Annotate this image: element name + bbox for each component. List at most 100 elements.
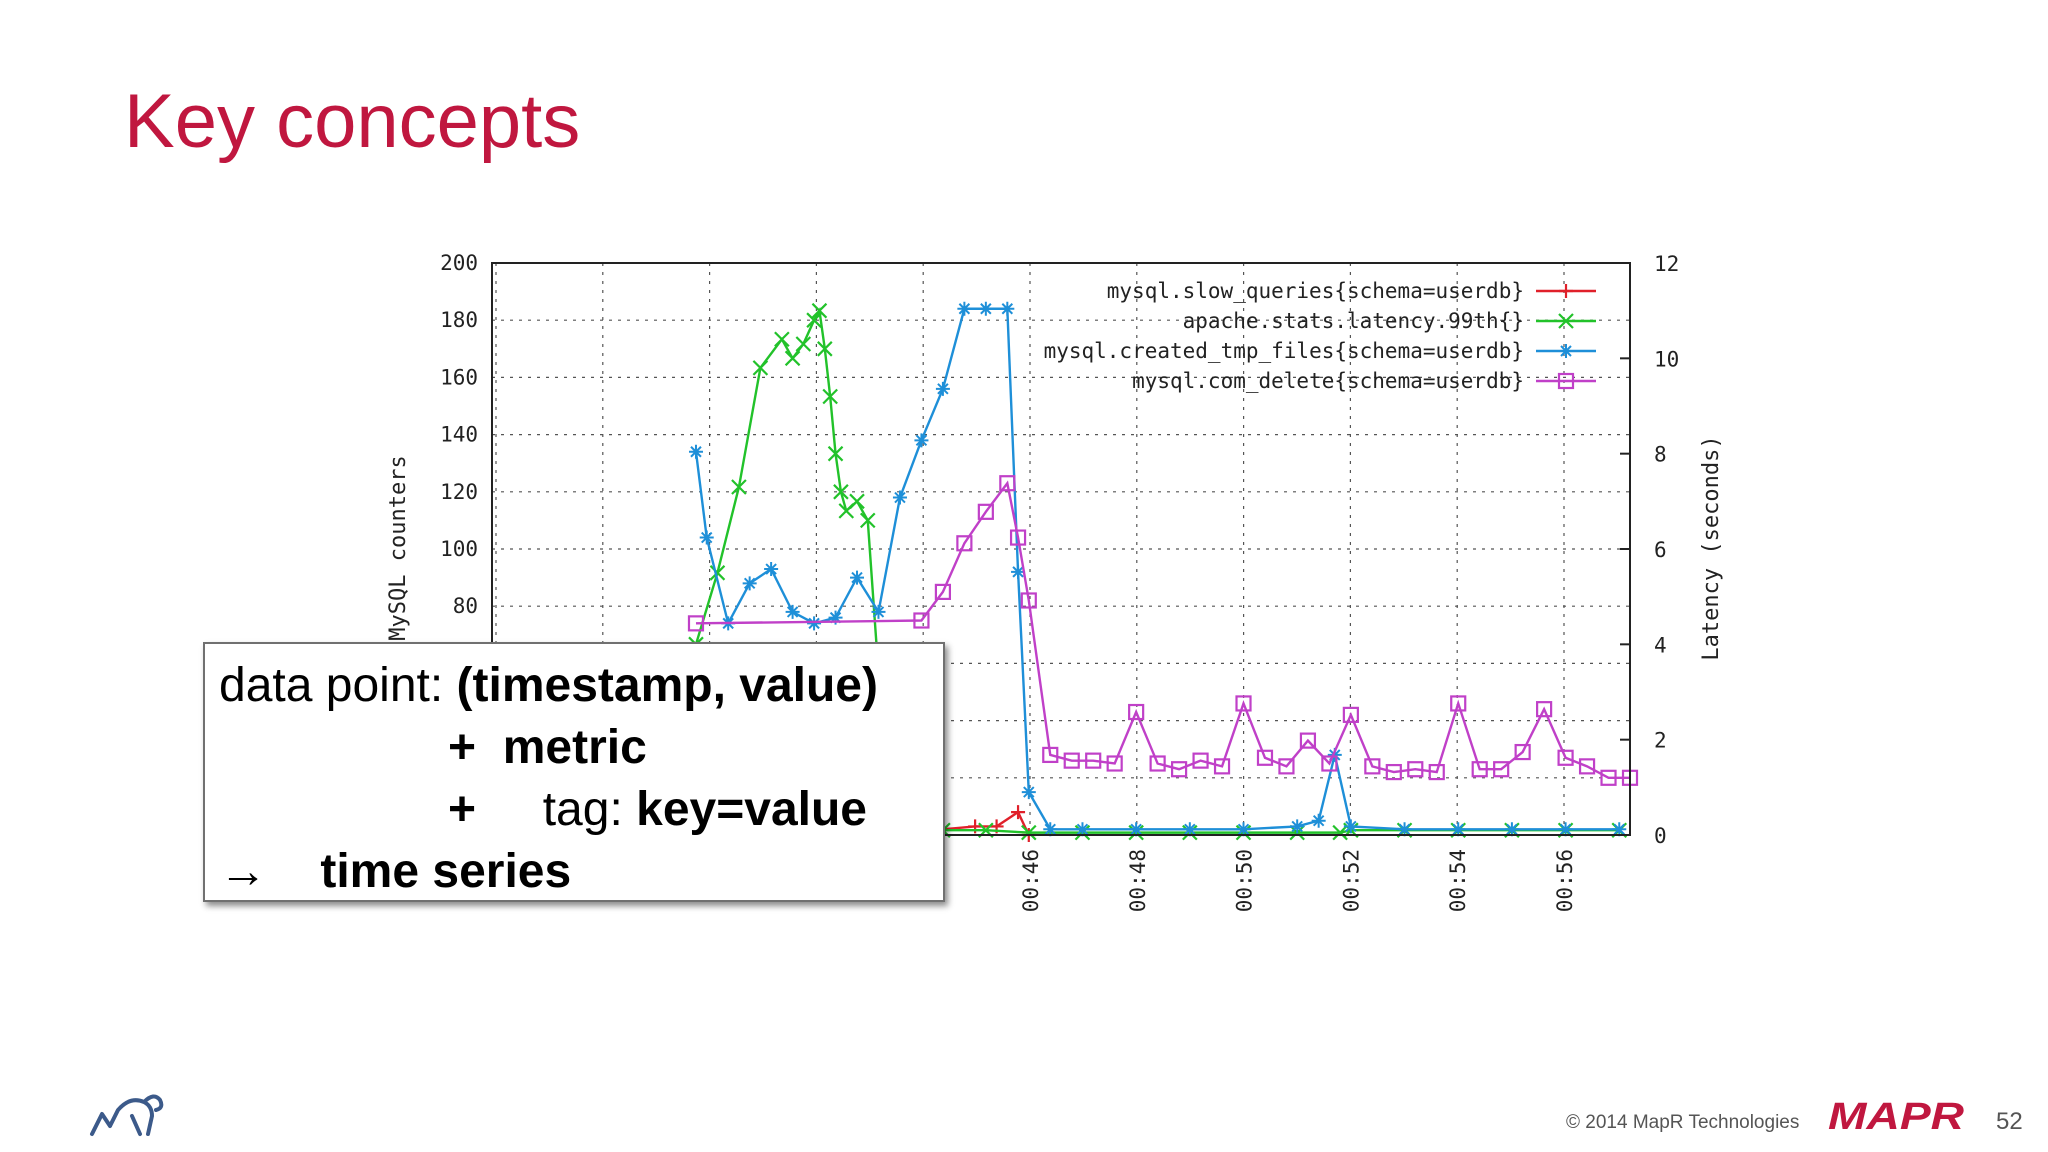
data-point bbox=[1043, 822, 1058, 837]
y-tick-label: 80 bbox=[453, 594, 478, 618]
series-line bbox=[694, 307, 1620, 831]
data-point bbox=[688, 444, 703, 459]
data-point bbox=[1504, 822, 1519, 837]
page-number: 52 bbox=[1996, 1108, 2023, 1135]
data-point bbox=[1042, 746, 1059, 764]
slide-title: Key concepts bbox=[124, 79, 581, 164]
data-point bbox=[914, 433, 929, 448]
data-point bbox=[1290, 819, 1305, 834]
legend-label: mysql.com_delete{schema=userdb} bbox=[1132, 369, 1524, 393]
data-point bbox=[1559, 344, 1573, 358]
data-point bbox=[1011, 564, 1026, 579]
data-point bbox=[1106, 755, 1123, 772]
data-point bbox=[1075, 822, 1090, 837]
data-point bbox=[859, 512, 876, 529]
y-axis-label: MySQL counters bbox=[386, 455, 411, 640]
data-point bbox=[1342, 706, 1359, 723]
callout-line-metric: + metric bbox=[448, 724, 647, 772]
data-point bbox=[817, 341, 833, 357]
data-point-callout: data point: (timestamp, value) + metric … bbox=[203, 642, 945, 902]
callout-key-value: key=value bbox=[636, 783, 867, 836]
data-point bbox=[1235, 695, 1252, 712]
data-point bbox=[1085, 752, 1102, 769]
chart-legend: mysql.slow_queries{schema=userdb} apache.… bbox=[1044, 279, 1596, 393]
data-point bbox=[892, 490, 907, 505]
data-point bbox=[1559, 284, 1573, 298]
y2-tick-label: 8 bbox=[1654, 443, 1667, 467]
data-point bbox=[1321, 755, 1338, 772]
data-point bbox=[1009, 529, 1027, 546]
data-point bbox=[1471, 761, 1488, 778]
data-point bbox=[1256, 749, 1274, 766]
callout-timestamp-value: (timestamp, value) bbox=[456, 659, 878, 712]
data-point bbox=[934, 583, 952, 601]
data-point bbox=[1021, 785, 1036, 800]
data-point bbox=[806, 312, 822, 328]
data-point bbox=[1407, 761, 1424, 778]
data-point bbox=[1514, 743, 1531, 761]
data-point bbox=[752, 360, 769, 376]
data-point bbox=[1129, 822, 1144, 837]
data-point bbox=[1299, 732, 1317, 749]
data-point bbox=[1021, 824, 1037, 841]
data-point bbox=[1428, 763, 1445, 781]
legend-label: mysql.created_tmp_files{schema=userdb} bbox=[1044, 339, 1524, 363]
y-tick-label: 180 bbox=[440, 308, 478, 332]
callout-plus-metric: + bbox=[448, 721, 477, 774]
y-tick-label: 160 bbox=[440, 365, 478, 389]
data-point bbox=[687, 615, 705, 632]
data-point bbox=[1000, 301, 1015, 316]
data-point bbox=[1536, 701, 1553, 718]
data-point bbox=[764, 562, 779, 577]
callout-line-data-point: data point: (timestamp, value) bbox=[219, 662, 878, 710]
data-point bbox=[849, 493, 865, 510]
data-point bbox=[1600, 769, 1617, 786]
data-point bbox=[957, 301, 972, 316]
data-point bbox=[1011, 805, 1026, 820]
callout-tag-label: tag: bbox=[542, 783, 637, 836]
legend-entry: mysql.slow_queries{schema=userdb} bbox=[1107, 279, 1596, 303]
x-tick-label: 00:46 bbox=[1019, 849, 1043, 912]
data-point bbox=[1236, 822, 1251, 837]
data-point bbox=[913, 612, 930, 629]
data-point bbox=[1558, 313, 1574, 329]
y-tick-label: 120 bbox=[440, 480, 478, 504]
data-point bbox=[1612, 822, 1627, 837]
callout-line-tag: + tag: key=value bbox=[448, 786, 867, 834]
footer-copyright: © 2014 MapR Technologies bbox=[1566, 1112, 1800, 1133]
y2-tick-label: 6 bbox=[1654, 538, 1667, 562]
data-point bbox=[850, 570, 865, 585]
x-tick-label: 00:50 bbox=[1233, 849, 1257, 912]
callout-metric: metric bbox=[502, 721, 647, 774]
data-point bbox=[1182, 822, 1197, 837]
data-point bbox=[827, 445, 844, 462]
data-point bbox=[1557, 749, 1574, 766]
data-point bbox=[1558, 822, 1573, 837]
data-point bbox=[1493, 761, 1510, 778]
data-point bbox=[1385, 763, 1402, 781]
data-point bbox=[1128, 703, 1145, 721]
data-point bbox=[1311, 813, 1326, 828]
data-point bbox=[1213, 758, 1231, 775]
data-point bbox=[784, 350, 801, 367]
x-tick-label: 00:52 bbox=[1339, 849, 1363, 912]
y2-tick-label: 4 bbox=[1654, 633, 1667, 657]
data-point bbox=[1397, 822, 1412, 837]
callout-plus-tag: + bbox=[448, 783, 477, 836]
data-point bbox=[1020, 592, 1037, 609]
data-point bbox=[1557, 372, 1575, 390]
x-tick-label: 00:54 bbox=[1446, 849, 1470, 912]
y2-tick-label: 2 bbox=[1654, 729, 1667, 753]
data-point bbox=[1327, 747, 1342, 762]
mapr-logo-text: MAPR bbox=[1828, 1098, 1965, 1134]
legend-entry: mysql.created_tmp_files{schema=userdb} bbox=[1044, 339, 1596, 363]
data-point bbox=[795, 336, 812, 352]
data-point bbox=[935, 381, 950, 396]
data-point bbox=[999, 475, 1016, 492]
data-point bbox=[1450, 695, 1467, 712]
data-point bbox=[1278, 758, 1295, 775]
data-point bbox=[978, 301, 993, 316]
data-point bbox=[1170, 761, 1188, 778]
data-point bbox=[1578, 758, 1596, 775]
data-point bbox=[1063, 752, 1080, 769]
